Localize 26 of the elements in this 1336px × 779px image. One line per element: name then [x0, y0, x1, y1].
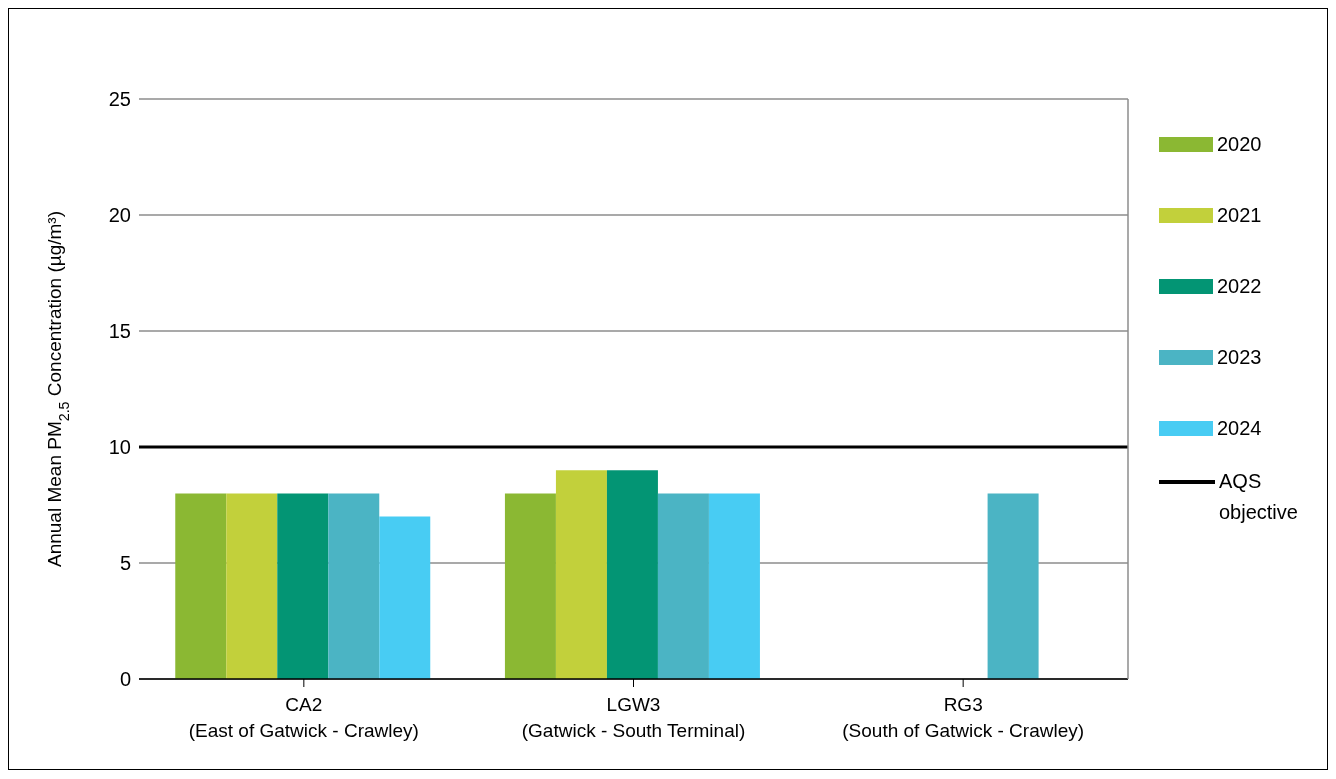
bar	[226, 493, 278, 679]
x-tick-label: CA2 (East of Gatwick - Crawley)	[188, 694, 419, 741]
legend-label: 2024	[1217, 417, 1262, 440]
legend-label: 2020	[1217, 133, 1262, 156]
legend-label: 2021	[1217, 204, 1262, 227]
bar	[657, 493, 709, 679]
bar	[987, 493, 1039, 679]
y-tick-label: 15	[108, 320, 131, 343]
bar	[328, 493, 380, 679]
bar	[379, 516, 431, 679]
y-tick-label: 0	[119, 668, 131, 691]
bar	[277, 493, 329, 679]
legend-label: 2022	[1217, 275, 1262, 298]
y-tick-label: 10	[108, 436, 131, 459]
y-tick-label: 5	[119, 552, 131, 575]
bar	[555, 470, 607, 679]
y-tick-label: 20	[108, 204, 131, 227]
x-tick-label: RG3 (South of Gatwick - Crawley)	[842, 694, 1085, 741]
bar	[175, 493, 227, 679]
bar	[606, 470, 658, 679]
bar	[504, 493, 556, 679]
legend-label: 2023	[1217, 346, 1262, 369]
y-tick-label: 25	[108, 88, 131, 111]
legend-label: AQS objective	[1219, 469, 1299, 525]
bar	[708, 493, 760, 679]
x-tick-label: LGW3 (Gatwick - South Terminal)	[521, 694, 746, 741]
